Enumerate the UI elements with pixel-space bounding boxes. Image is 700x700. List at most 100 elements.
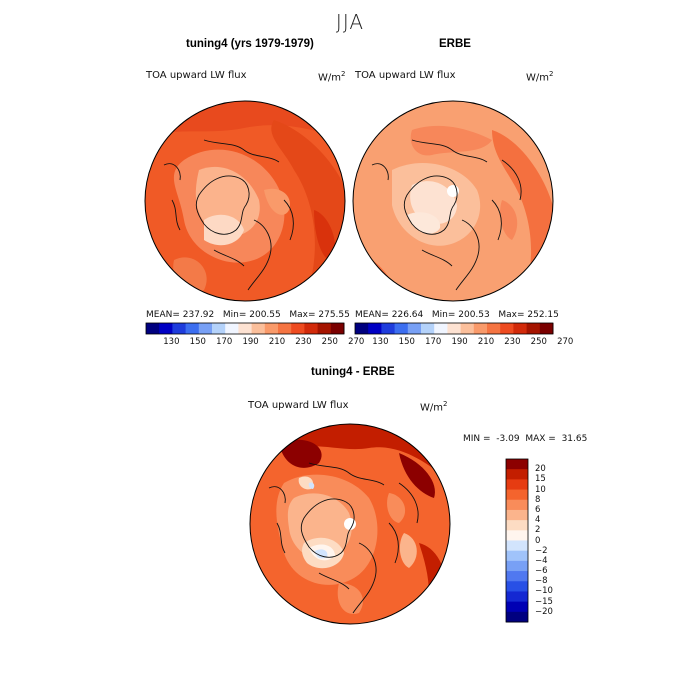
colorbar-tick-label: 20 [535, 464, 546, 475]
colorbar-tick-label: 270 [557, 337, 574, 347]
colorbar-tick-label: −4 [535, 555, 548, 566]
panel3-title: tuning4 - ERBE [311, 366, 395, 378]
colorbar-swatch [506, 479, 528, 491]
colorbar-tick-label: 190 [242, 337, 259, 347]
colorbar-frame [505, 458, 529, 623]
colorbar-swatch [381, 323, 396, 334]
colorbar-tick-label: 15 [535, 474, 546, 485]
colorbar-tick-label: 150 [398, 337, 415, 347]
panel2-mean: 226.64 [391, 310, 424, 320]
colorbar-swatch [330, 323, 345, 334]
colorbar-swatch [368, 323, 382, 334]
colorbar-swatch [506, 469, 528, 480]
colorbar-tick-label: 210 [477, 337, 495, 347]
colorbar-tick-label: 170 [216, 337, 233, 347]
colorbar-swatch [506, 550, 528, 562]
panel1-mean: 237.92 [182, 310, 215, 320]
colorbar-swatch [506, 459, 528, 470]
colorbar-swatch [513, 323, 528, 334]
colorbar-swatch [185, 323, 200, 334]
panel2-stats: MEAN= 226.64 Min= 200.53 Max= 252.15 [355, 310, 559, 320]
colorbar-tick-label: 2 [535, 525, 541, 536]
colorbar-swatch [506, 509, 528, 521]
colorbar-tick-label: 130 [163, 337, 180, 347]
panel3-colorbar-ticks: 20 15 10 8 6 4 2 0 −2 −4 −6 −8 −10 −15 −20 [535, 459, 575, 622]
colorbar-tick-label: 8 [535, 494, 541, 505]
panel2-variable: TOA upward LW flux [355, 70, 456, 81]
colorbar-swatch [159, 323, 173, 334]
panel3-colorbar [505, 458, 529, 623]
colorbar-swatch [473, 323, 488, 334]
colorbar-tick-label: 0 [535, 535, 541, 546]
colorbar-tick-label: 170 [425, 337, 442, 347]
colorbar-swatch [506, 591, 528, 603]
panel1-min: 200.55 [249, 310, 281, 320]
colorbar-tick-label: −6 [535, 566, 548, 577]
panel1-units: W/m2 [318, 70, 346, 84]
panel1-map [144, 100, 346, 302]
colorbar-swatch [506, 571, 528, 582]
colorbar-swatch [460, 323, 475, 334]
panel2-max: 252.15 [527, 310, 559, 320]
colorbar-tick-label: 250 [321, 337, 338, 347]
colorbar-tick-label: 230 [504, 337, 521, 347]
colorbar-swatch [434, 323, 448, 334]
colorbar-swatch [506, 581, 528, 592]
colorbar-tick-label: 270 [348, 337, 365, 347]
panel3-minmax: MIN = -3.09 MAX = 31.65 [463, 434, 588, 444]
panel3-map [249, 423, 451, 625]
colorbar-swatch [172, 323, 187, 334]
colorbar-swatch [264, 323, 279, 334]
colorbar-swatch [526, 323, 541, 334]
colorbar-swatch [539, 323, 554, 334]
colorbar-tick-label: 230 [295, 337, 312, 347]
colorbar-tick-label: 10 [535, 484, 546, 495]
panel3-units: W/m2 [420, 400, 448, 414]
colorbar-swatch [304, 323, 319, 334]
colorbar-swatch [251, 323, 266, 334]
colorbar-tick-label: −10 [535, 586, 553, 597]
panel2-colorbar-ticks: 130 150 170 190 210 230 250 270 [355, 337, 573, 349]
colorbar-swatch [506, 499, 528, 511]
colorbar-tick-label: −15 [535, 596, 553, 607]
colorbar-swatch [355, 323, 369, 334]
colorbar-swatch [212, 323, 226, 334]
panel2-colorbar [354, 322, 554, 335]
panel1-colorbar-ticks: 130 150 170 190 210 230 250 270 [146, 337, 364, 349]
colorbar-swatch [506, 540, 528, 552]
colorbar-swatch [291, 323, 305, 334]
colorbar-tick-label: 150 [189, 337, 206, 347]
panel2-title: ERBE [439, 38, 471, 50]
colorbar-swatch [394, 323, 409, 334]
colorbar-tick-label: 4 [535, 515, 541, 526]
panel1-max: 275.55 [318, 310, 350, 320]
panel1-colorbar [145, 322, 345, 335]
colorbar-tick-label: 250 [530, 337, 547, 347]
colorbar-tick-label: −2 [535, 545, 548, 556]
panel2-min: 200.53 [458, 310, 490, 320]
colorbar-tick-label: −8 [535, 576, 548, 587]
colorbar-frame [354, 322, 554, 335]
colorbar-swatch [506, 560, 528, 572]
colorbar-swatch [198, 323, 213, 334]
colorbar-swatch [506, 601, 528, 613]
colorbar-swatch [506, 520, 528, 531]
colorbar-swatch [487, 323, 501, 334]
panel3-min: -3.09 [496, 434, 520, 444]
colorbar-swatch [238, 323, 253, 334]
colorbar-swatch [317, 323, 332, 334]
colorbar-frame [145, 322, 345, 335]
colorbar-tick-label: 6 [535, 504, 541, 515]
colorbar-swatch [278, 323, 292, 334]
colorbar-tick-label: 210 [268, 337, 286, 347]
colorbar-swatch [407, 323, 422, 334]
colorbar-tick-label: −20 [535, 606, 553, 617]
colorbar-swatch [500, 323, 514, 334]
panel2-units: W/m2 [526, 70, 554, 84]
colorbar-swatch [146, 323, 160, 334]
panel3-variable: TOA upward LW flux [248, 400, 349, 411]
colorbar-swatch [506, 530, 528, 541]
colorbar-swatch [421, 323, 435, 334]
panel2-map [352, 100, 554, 302]
colorbar-tick-label: 190 [451, 337, 468, 347]
